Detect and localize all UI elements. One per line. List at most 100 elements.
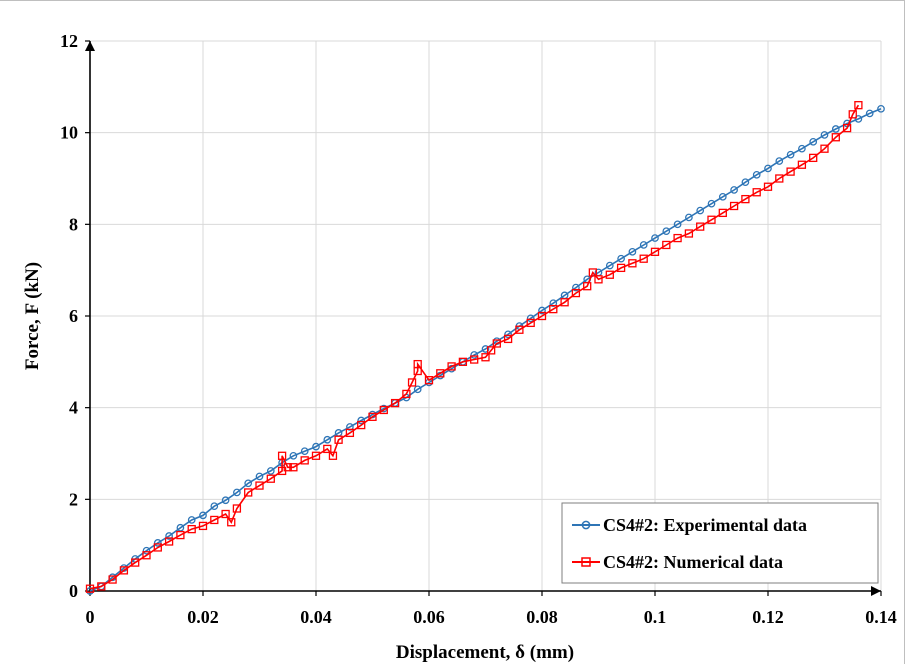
data-point: [277, 451, 287, 460]
data-point: [650, 247, 660, 256]
data-point: [312, 442, 320, 451]
data-point: [97, 582, 106, 591]
data-point: [424, 376, 434, 385]
data-point: [786, 150, 795, 159]
data-point: [289, 463, 298, 472]
data-point: [458, 357, 468, 366]
data-point: [142, 551, 151, 560]
data-point: [413, 385, 422, 394]
data-point: [108, 575, 117, 584]
data-point: [470, 351, 479, 359]
x-tick-label: 0.12: [752, 607, 784, 627]
data-point: [227, 518, 236, 527]
data-point: [842, 123, 852, 133]
data-point: [447, 362, 456, 371]
data-point: [651, 234, 659, 242]
data-point: [571, 288, 581, 298]
axes: [85, 40, 882, 596]
x-tick-label: 0.02: [187, 607, 219, 627]
y-tick-label: 8: [69, 214, 78, 234]
x-tick-label: 0.06: [413, 607, 445, 627]
y-tick-label: 6: [69, 306, 78, 326]
data-point: [628, 247, 637, 256]
data-point: [357, 420, 366, 430]
data-point: [718, 192, 727, 201]
data-point: [492, 339, 501, 348]
data-point: [583, 282, 592, 291]
data-point: [176, 530, 185, 540]
data-point: [164, 537, 174, 546]
data-point: [820, 144, 829, 153]
data-point: [165, 532, 173, 540]
data-point: [266, 467, 275, 475]
data-point: [221, 509, 230, 519]
legend-box: [561, 502, 879, 584]
data-point: [605, 261, 614, 270]
data-point: [526, 314, 535, 323]
data-point: [798, 144, 806, 153]
data-point: [357, 416, 366, 425]
data-point: [244, 488, 253, 497]
data-point: [605, 270, 614, 279]
data-point: [515, 325, 524, 334]
data-point: [85, 584, 95, 593]
data-point: [289, 451, 298, 460]
data-point: [741, 178, 750, 187]
data-point: [588, 268, 597, 277]
data-point: [199, 511, 207, 520]
data-point: [628, 259, 637, 268]
y-tick-label: 0: [69, 581, 78, 601]
data-point: [831, 125, 840, 133]
data-point: [730, 186, 738, 194]
data-point: [560, 298, 569, 307]
data-point: [684, 229, 694, 238]
tick-labels: 0 0.02 0.04 0.06 0.08 0.1 0.12 0.14 0 2 4 6 8 10 12: [60, 31, 897, 627]
data-point: [232, 504, 242, 513]
data-point: [673, 233, 682, 243]
data-point: [187, 516, 196, 524]
x-axis-title: Displacement, δ (mm): [396, 642, 574, 663]
data-point: [616, 263, 626, 273]
data-point: [210, 502, 219, 511]
y-tick-label: 2: [69, 489, 78, 509]
data-point: [549, 304, 558, 314]
data-point: [820, 131, 829, 139]
x-axis-arrow: [871, 586, 881, 596]
legend-item-numerical: CS4#2: Numerical data: [572, 552, 783, 572]
data-point: [707, 215, 716, 224]
data-point: [673, 220, 682, 229]
series-line: [89, 104, 860, 590]
data-point: [594, 275, 603, 284]
data-point: [617, 254, 625, 263]
data-point: [323, 444, 332, 454]
data-point: [402, 389, 411, 399]
data-point: [153, 539, 162, 547]
data-point: [131, 558, 140, 567]
data-point: [346, 423, 354, 431]
data-point: [187, 524, 196, 534]
data-point: [486, 346, 496, 355]
data-point: [233, 488, 241, 497]
data-point: [413, 359, 422, 369]
data-point: [764, 164, 772, 173]
data-point: [572, 283, 580, 292]
data-point: [407, 378, 417, 387]
data-point: [775, 174, 784, 183]
data-point: [549, 299, 558, 308]
legend-label-experimental: CS4#2: Experimental data: [603, 515, 807, 535]
data-point: [221, 496, 230, 505]
data-point: [311, 451, 321, 460]
grid: [90, 40, 882, 591]
data-point: [266, 474, 275, 483]
data-point: [119, 566, 129, 575]
data-point: [390, 398, 400, 408]
data-point: [503, 334, 513, 344]
data-point: [255, 481, 264, 490]
data-point: [763, 182, 773, 191]
data-point: [848, 110, 857, 119]
y-axis-title: Force, F (kN): [22, 262, 43, 370]
data-point: [526, 318, 535, 328]
legend-marker-experimental: [581, 520, 591, 530]
